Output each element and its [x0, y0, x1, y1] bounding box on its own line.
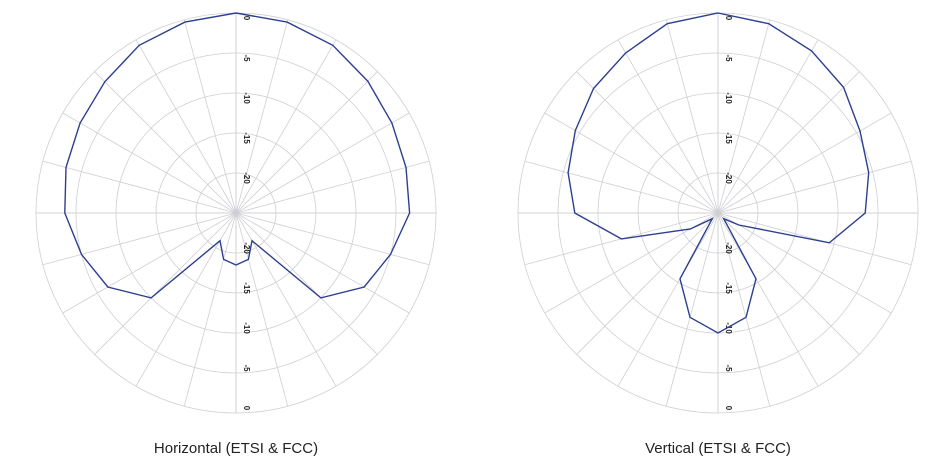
grid-ring	[557, 52, 879, 374]
r-tick-label: 0	[724, 406, 733, 411]
spoke	[62, 112, 237, 214]
grid-ring	[677, 172, 759, 254]
spoke	[235, 212, 378, 355]
spoke	[235, 212, 430, 266]
spoke	[235, 212, 289, 407]
spoke	[183, 212, 237, 407]
spoke	[544, 112, 719, 214]
spoke	[717, 39, 819, 214]
spoke	[617, 39, 719, 214]
r-tick-label: 0	[724, 16, 733, 21]
r-tick-label: -5	[242, 364, 251, 372]
spoke	[135, 212, 237, 387]
chart-title: Horizontal (ETSI & FCC)	[154, 440, 318, 457]
r-tick-label: -5	[724, 54, 733, 62]
r-tick-label: -10	[724, 92, 733, 104]
polar-plot: 0 0 -5 -5 -10 -10 -15 -15 -20 -20 Vertical (ETSI &…	[517, 12, 919, 457]
spoke	[665, 212, 719, 407]
spoke	[235, 19, 289, 214]
pattern-line	[64, 12, 411, 299]
spoke	[717, 212, 912, 266]
r-tick-label: -10	[242, 322, 251, 334]
spoke	[717, 19, 771, 214]
r-tick-label: -15	[242, 282, 251, 294]
spoke	[617, 212, 719, 387]
spoke	[717, 160, 912, 214]
r-tick-label: -15	[242, 132, 251, 144]
spoke	[235, 212, 337, 387]
spoke	[576, 212, 719, 355]
spoke	[717, 71, 860, 214]
spoke	[717, 112, 892, 214]
grid-ring	[115, 92, 357, 334]
r-tick-label: 0	[242, 16, 251, 21]
spoke	[183, 19, 237, 214]
r-tick-label: -20	[724, 172, 733, 184]
r-tick-label: -10	[242, 92, 251, 104]
spoke	[717, 212, 860, 355]
r-tick-label: 0	[242, 406, 251, 411]
spoke	[235, 212, 410, 314]
r-tick-label: -15	[724, 282, 733, 294]
spoke	[135, 39, 237, 214]
spoke	[717, 212, 819, 387]
spoke	[576, 71, 719, 214]
spoke	[94, 71, 237, 214]
grid-ring	[155, 132, 317, 294]
r-tick-label: -20	[724, 242, 733, 254]
grid-ring	[75, 52, 397, 374]
chart-title: Vertical (ETSI & FCC)	[645, 440, 791, 457]
spoke	[235, 112, 410, 214]
spoke	[717, 212, 771, 407]
pattern-line	[567, 12, 870, 334]
grid-ring	[637, 132, 799, 294]
spoke	[665, 19, 719, 214]
r-tick-label: -20	[242, 242, 251, 254]
r-tick-label: -10	[724, 322, 733, 334]
spoke	[42, 160, 237, 214]
spoke	[235, 160, 430, 214]
r-tick-label: -5	[242, 54, 251, 62]
r-tick-label: -5	[724, 364, 733, 372]
r-tick-label: -20	[242, 172, 251, 184]
spoke	[94, 212, 237, 355]
spoke	[717, 212, 892, 314]
spoke	[235, 39, 337, 214]
grid-ring	[195, 172, 277, 254]
spoke	[235, 71, 378, 214]
spoke	[62, 212, 237, 314]
spoke	[524, 160, 719, 214]
r-tick-label: -15	[724, 132, 733, 144]
spoke	[42, 212, 237, 266]
polar-plot: 0 0 -5 -5 -10 -10 -15 -15 -20 -20 Horizontal (ETSI…	[35, 12, 437, 457]
